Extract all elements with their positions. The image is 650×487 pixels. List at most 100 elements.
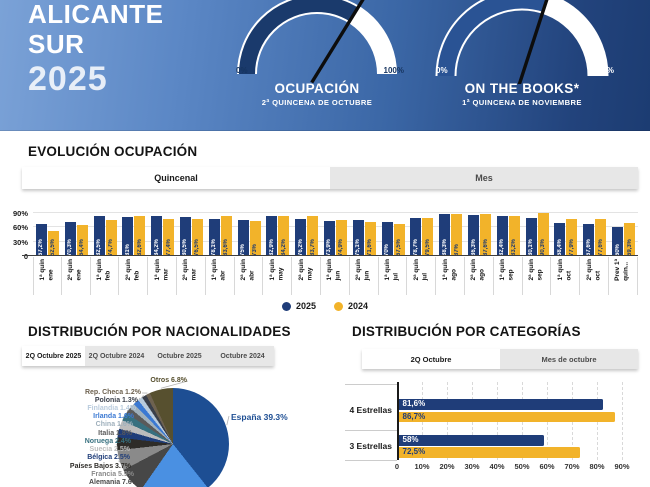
pie-label-irlanda: Irlanda 1.6% bbox=[93, 413, 134, 420]
bar-value-label: 77,4% bbox=[165, 238, 172, 256]
x-axis-category: 2ª quin abr bbox=[235, 257, 264, 295]
categories-separator bbox=[345, 384, 397, 385]
pie-label-otros: Otros 6.8% bbox=[150, 377, 187, 384]
bar-2025: 75% bbox=[237, 220, 249, 256]
evolution-chart: 67,2% 52,5% 70,3% 64,4% 82,5% 74,7% 81% 82,6% 84… bbox=[33, 208, 638, 256]
legend-label: 2025 bbox=[295, 301, 316, 311]
bar-2024: 72,5% bbox=[398, 447, 580, 458]
x-tick-label: 80% bbox=[589, 462, 605, 471]
x-tick-label: 10% bbox=[414, 462, 430, 471]
pie-label-pa-ses-bajos: Países Bajos 3.7% bbox=[69, 463, 131, 470]
bar-2025: 82,4% bbox=[496, 216, 508, 256]
x-tick-label: 50% bbox=[514, 462, 530, 471]
evolution-bar-group: 82,9% 84,2% bbox=[263, 208, 292, 256]
evolution-bar-group: 70% 67,5% bbox=[379, 208, 408, 256]
bar-2025: 82,9% bbox=[266, 216, 278, 256]
evolution-x-labels: 1ª quin ene 2ª quin ene 1ª quin feb 2ª quin feb… bbox=[33, 257, 638, 295]
bar-2024: 77,9% bbox=[566, 218, 578, 256]
gauge-max-label: 100% bbox=[383, 66, 404, 75]
x-axis-label: 1ª quin may bbox=[268, 259, 285, 281]
x-tick-label: 40% bbox=[489, 462, 505, 471]
bar-2025: 67,6% bbox=[583, 223, 595, 256]
x-axis-category: 1ª quin ago bbox=[436, 257, 465, 295]
bar-2024: 82,6% bbox=[134, 216, 146, 256]
bar-2024: 83,2% bbox=[508, 216, 520, 256]
x-axis-label: 1ª quin jun bbox=[326, 259, 342, 281]
bar-2025: 80,1% bbox=[525, 217, 537, 256]
bar-value-label: 83,2% bbox=[511, 238, 518, 256]
x-axis-label: 2ª quin ago bbox=[470, 259, 486, 281]
evolution-bar-group: 82,5% 74,7% bbox=[91, 208, 120, 256]
evolution-tab-1[interactable]: Mes bbox=[475, 173, 493, 183]
bar-value-label: 68,4% bbox=[556, 238, 563, 256]
x-axis-category: 2ª quin sep bbox=[523, 257, 552, 295]
bar-2025: 58% bbox=[398, 435, 544, 446]
bar-2025: 68,4% bbox=[554, 223, 566, 256]
bar-value-label: 71,6% bbox=[367, 238, 374, 256]
pie-label-b-lgica: Bélgica 2.5% bbox=[87, 454, 130, 461]
gauge-arc bbox=[435, 0, 609, 84]
bar-value-label: 75% bbox=[240, 243, 247, 256]
evolution-bar-group: 88,3% 87% bbox=[436, 208, 465, 256]
bar-value-label: 74,7% bbox=[108, 238, 114, 256]
evolution-bar-group: 75,1% 71,6% bbox=[350, 208, 379, 256]
evolution-gridline bbox=[33, 211, 638, 213]
categories-section-title: DISTRIBUCIÓN POR CATEGORÍAS bbox=[352, 324, 581, 339]
nationalities-tab-3[interactable]: Octubre 2024 bbox=[220, 352, 265, 360]
categories-separator bbox=[345, 430, 397, 431]
x-tick-label: 90% bbox=[614, 462, 630, 471]
bar-2024: 77,4% bbox=[163, 218, 175, 256]
evolution-bar-group: 67,2% 52,5% bbox=[33, 208, 62, 256]
bar-value-label: 67,5% bbox=[396, 238, 403, 256]
categories-tab-0[interactable]: 2Q Octubre bbox=[362, 349, 500, 369]
x-tick-label: 20% bbox=[439, 462, 455, 471]
bar-2024: 74,9% bbox=[335, 220, 347, 256]
bar-value-label: 83,6% bbox=[223, 238, 230, 256]
x-tick-label: 30% bbox=[464, 462, 480, 471]
x-axis-label: 1ª quin abr bbox=[211, 259, 227, 281]
bar-2025: 70% bbox=[381, 222, 393, 256]
x-axis-label: 1ª quin mar bbox=[153, 259, 170, 281]
bar-value-label: 64,4% bbox=[79, 238, 86, 256]
x-axis-category: Prev 1ª quin... bbox=[609, 257, 638, 295]
x-axis-label: 2ª quin jun bbox=[355, 259, 371, 281]
bar-value-label: 82,9% bbox=[268, 238, 275, 256]
x-axis-category: 2ª quin jun bbox=[350, 257, 379, 295]
pie-label-italia: Italia 1.8% bbox=[98, 430, 132, 437]
categories-chart: 4 Estrellas 81,6% 86,7% 3 Estrellas 58% 72,5%… bbox=[340, 376, 650, 487]
nationalities-tab-2[interactable]: Octubre 2025 bbox=[157, 352, 202, 360]
bar-value-label: 75,1% bbox=[355, 238, 362, 256]
bar-2025: 78,7% bbox=[410, 218, 422, 256]
bar-value-label: 78,7% bbox=[412, 238, 419, 256]
x-axis-label: 1ª quin oct bbox=[556, 259, 573, 281]
bar-value-label: 74,9% bbox=[338, 238, 345, 256]
header: ALICANTE SUR 2025 0% 100% OCUPACIÓN 2ª QUIN… bbox=[0, 0, 650, 131]
categories-tab-1[interactable]: Mes de octubre bbox=[541, 354, 597, 364]
bar-value-label: 79,5% bbox=[424, 238, 431, 256]
pie-label-rep-checa: Rep. Checa 1.2% bbox=[84, 389, 141, 396]
gauge-needle bbox=[517, 0, 561, 84]
bar-2024: 83,7% bbox=[307, 215, 319, 256]
x-axis-label: 2ª quin feb bbox=[124, 259, 141, 281]
bar-2025: 80,5% bbox=[179, 217, 191, 256]
bar-2024: 83,6% bbox=[220, 215, 232, 256]
bar-value-label: 82,6% bbox=[136, 238, 143, 256]
x-axis-category: 2ª quin jul bbox=[407, 257, 437, 295]
gauge-ocupacion: 0% 100% OCUPACIÓN 2ª QUINCENA DE OCTUBRE bbox=[222, 0, 412, 130]
x-axis-category: 2ª quin ene bbox=[62, 257, 91, 295]
bar-2025: 82,5% bbox=[93, 216, 105, 256]
x-axis-category: 1ª quin abr bbox=[206, 257, 235, 295]
evolution-tab-0[interactable]: Quincenal bbox=[22, 167, 330, 189]
pie-label-suecia: Suecia 2.5% bbox=[89, 446, 130, 453]
x-axis-category: 1ª quin may bbox=[263, 257, 293, 295]
bar-2025: 88,3% bbox=[439, 213, 451, 256]
bar-value-label: 82,4% bbox=[499, 238, 506, 256]
bar-value-label: 76,2% bbox=[297, 238, 304, 256]
bar-value-label: 76,5% bbox=[194, 238, 201, 256]
nationalities-tab-1[interactable]: 2Q Octubre 2024 bbox=[88, 352, 145, 360]
nationalities-tab-0[interactable]: 2Q Octubre 2025 bbox=[22, 346, 85, 366]
evolution-legend: 2025 2024 bbox=[0, 301, 650, 311]
pie-label-espana: España 39.3% bbox=[231, 412, 288, 422]
bar-value-label: 80,5% bbox=[182, 238, 189, 256]
